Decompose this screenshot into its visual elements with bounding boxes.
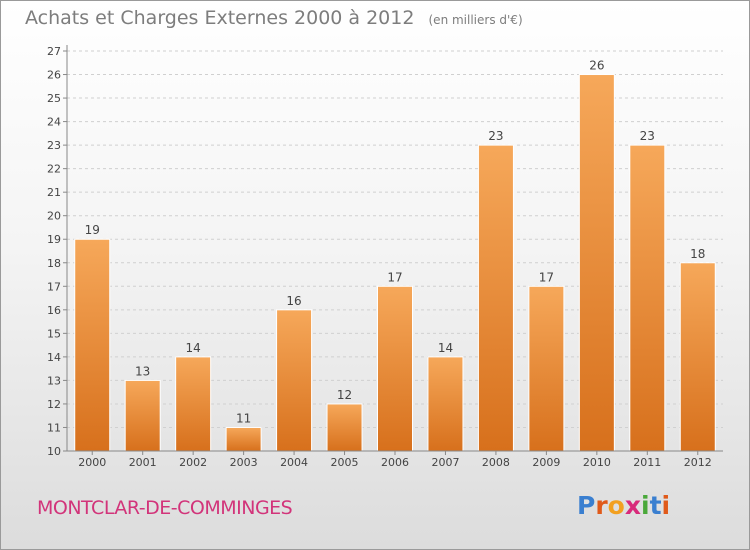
y-tick-label: 25 xyxy=(47,92,61,105)
logo-letter: P xyxy=(577,491,596,520)
x-tick-label: 2005 xyxy=(331,456,359,469)
logo-letter: i xyxy=(641,491,650,520)
bar-value-label: 12 xyxy=(337,388,352,402)
logo-letter: r xyxy=(595,491,608,520)
y-tick-label: 23 xyxy=(47,139,61,152)
y-tick-label: 14 xyxy=(47,351,61,364)
bar-value-label: 14 xyxy=(438,341,453,355)
x-tick-label: 2008 xyxy=(482,456,510,469)
y-tick-label: 22 xyxy=(47,163,61,176)
y-tick-label: 26 xyxy=(47,69,61,82)
x-tick-label: 2006 xyxy=(381,456,409,469)
proxiti-logo[interactable]: Proxiti xyxy=(577,491,670,520)
logo-letter: x xyxy=(624,491,641,520)
chart-title: Achats et Charges Externes 2000 à 2012 (… xyxy=(25,7,523,29)
bar xyxy=(477,144,514,452)
bar-value-label: 17 xyxy=(387,270,402,284)
x-tick-label: 2003 xyxy=(230,456,258,469)
y-tick-label: 17 xyxy=(47,280,61,293)
bars: 19 13 14 11 16 12 17 14 23 17 26 23 18 xyxy=(74,59,716,452)
x-tick-label: 2007 xyxy=(431,456,459,469)
x-tick-label: 2010 xyxy=(583,456,611,469)
axes: 10 11 12 13 14 15 16 17 18 19 20 21 22 23 24 25 26 27 2000… xyxy=(47,45,723,469)
bar-value-label: 17 xyxy=(539,270,554,284)
x-tick-label: 2000 xyxy=(78,456,106,469)
x-tick-label: 2012 xyxy=(684,456,712,469)
bar-value-label: 23 xyxy=(488,129,503,143)
bar-value-label: 11 xyxy=(236,411,251,425)
bar xyxy=(629,144,666,452)
bar-value-label: 14 xyxy=(186,341,201,355)
bar xyxy=(74,238,111,452)
x-tick-label: 2011 xyxy=(633,456,661,469)
bar xyxy=(528,285,565,452)
y-tick-label: 18 xyxy=(47,257,61,270)
y-tick-label: 15 xyxy=(47,327,61,340)
bar-value-label: 18 xyxy=(690,247,705,261)
y-tick-label: 10 xyxy=(47,445,61,458)
chart-subtitle: (en milliers d'€) xyxy=(428,13,523,27)
bar xyxy=(326,403,363,452)
bar xyxy=(578,74,615,452)
bar-value-label: 13 xyxy=(135,364,150,378)
x-tick-label: 2002 xyxy=(179,456,207,469)
bar xyxy=(679,262,716,452)
y-tick-label: 12 xyxy=(47,398,61,411)
bar-value-label: 23 xyxy=(640,129,655,143)
logo-letter: t xyxy=(649,491,662,520)
y-tick-label: 11 xyxy=(47,421,61,434)
bar-value-label: 26 xyxy=(589,59,604,73)
chart-title-text: Achats et Charges Externes 2000 à 2012 xyxy=(25,7,415,29)
y-tick-label: 16 xyxy=(47,304,61,317)
y-tick-label: 24 xyxy=(47,116,61,129)
y-tick-label: 20 xyxy=(47,210,61,223)
bar xyxy=(377,285,413,452)
location-name: MONTCLAR-DE-COMMINGES xyxy=(37,497,293,519)
y-tick-label: 19 xyxy=(47,233,61,246)
bar xyxy=(175,356,212,452)
logo-letter: i xyxy=(661,491,671,520)
logo-letter: o xyxy=(607,491,625,520)
x-tick-label: 2004 xyxy=(280,456,308,469)
x-tick-label: 2001 xyxy=(129,456,157,469)
bar-value-label: 16 xyxy=(286,294,301,308)
y-tick-label: 21 xyxy=(47,186,61,199)
x-tick-label: 2009 xyxy=(532,456,560,469)
bar xyxy=(124,379,161,452)
bar xyxy=(225,426,262,452)
bar xyxy=(276,309,313,452)
bar xyxy=(427,356,464,452)
bar-value-label: 19 xyxy=(85,223,100,237)
y-tick-label: 13 xyxy=(47,374,61,387)
y-tick-label: 27 xyxy=(47,45,61,58)
